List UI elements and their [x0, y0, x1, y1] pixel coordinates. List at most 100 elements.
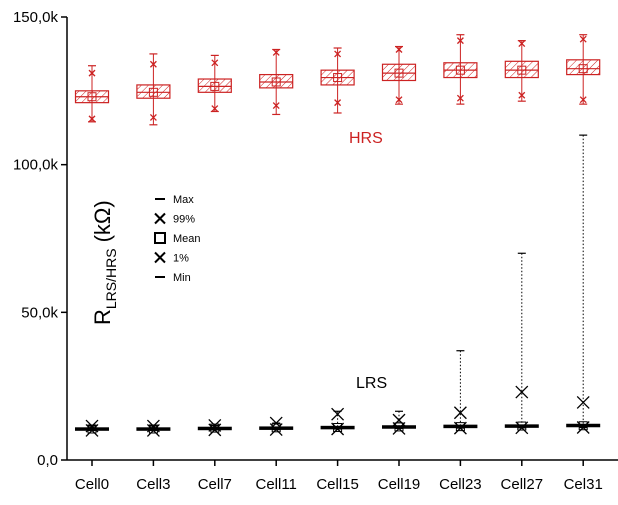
lrs-box-group — [504, 252, 539, 435]
lrs-p99-marker-stroke-b — [331, 407, 345, 421]
hrs-box — [504, 60, 539, 79]
hrs-p1-marker-stroke-b — [456, 94, 464, 102]
lrs-p1-marker-stroke-b — [453, 421, 467, 435]
lrs-p1-marker — [208, 423, 222, 437]
hrs-p1-marker — [518, 91, 526, 99]
lrs-p1-marker — [515, 421, 529, 435]
hrs-p99-marker — [88, 69, 96, 77]
lrs-box-group — [443, 350, 478, 435]
lrs-mean-marker — [87, 424, 97, 434]
lrs-mean-marker — [517, 421, 527, 431]
x-tick-label: Cell11 — [255, 476, 296, 493]
hrs-p99-marker-stroke-b — [518, 40, 526, 48]
hrs-mean-marker — [148, 87, 158, 97]
lrs-p99-marker — [146, 419, 160, 433]
lrs-box-group — [136, 419, 171, 437]
hrs-p1-marker-stroke-b — [518, 91, 526, 99]
hrs-p99-marker-stroke-b — [149, 60, 157, 68]
y-axis-label-main: R — [90, 309, 115, 325]
hrs-p99-marker — [579, 35, 587, 43]
lrs-box-group — [75, 419, 109, 437]
lrs-box-group — [197, 418, 232, 437]
legend-item: Mean — [154, 232, 201, 245]
x-tick-label: Cell3 — [136, 476, 170, 493]
lrs-p99-marker — [331, 407, 345, 421]
legend-cross-symbol-b — [154, 212, 166, 225]
lrs-p99-marker-stroke-b — [208, 418, 222, 432]
hrs-box-group — [197, 54, 232, 113]
hrs-p1-marker-stroke-b — [149, 113, 157, 121]
axes: 0,0 50,0k 100,0k 150,0k Cell0 Cell3 Cell7 Cell1… — [13, 9, 618, 493]
x-tick-label: Cell19 — [378, 476, 421, 493]
hrs-mean-marker — [394, 68, 404, 78]
hrs-mean-marker — [333, 73, 343, 83]
hrs-mean-marker — [455, 65, 465, 75]
x-tick-label: Cell15 — [316, 476, 359, 493]
hrs-p99-marker — [272, 48, 280, 56]
lrs-p1-marker-stroke-b — [85, 424, 99, 437]
hrs-mean-marker — [271, 77, 281, 87]
hrs-box — [197, 78, 232, 93]
lrs-p99-marker — [453, 406, 467, 420]
hrs-p1-marker — [211, 105, 219, 113]
lrs-mean-marker — [394, 422, 404, 432]
hrs-mean-marker — [210, 81, 220, 91]
lrs-mean-marker — [148, 424, 158, 434]
hrs-p99-marker — [211, 59, 219, 67]
legend-cross-symbol-b — [154, 251, 166, 264]
svg-text:RLRS/HRS(kΩ): RLRS/HRS (kΩ) — [90, 200, 119, 325]
hrs-box-group — [381, 45, 417, 105]
hrs-p99-marker-stroke-b — [334, 50, 342, 58]
x-tick-label: Cel31 — [564, 476, 603, 493]
hrs-box-group — [74, 65, 110, 123]
hrs-p99-marker-stroke-b — [579, 35, 587, 43]
hrs-p1-marker-stroke-b — [579, 96, 587, 104]
y-tick-label: 50,0k — [21, 304, 58, 321]
lrs-p99-marker-stroke-b — [85, 419, 99, 433]
lrs-mean-marker — [578, 421, 588, 431]
hrs-p99-marker — [334, 50, 342, 58]
hrs-p99-marker-stroke-b — [395, 46, 403, 53]
legend-item: Min — [155, 272, 191, 284]
hrs-box-group — [443, 34, 478, 105]
hrs-p1-marker — [395, 96, 403, 104]
legend-item: Max — [155, 194, 194, 206]
y-axis-label-subscript: LRS/HRS — [103, 248, 119, 309]
hrs-p1-marker-stroke-b — [88, 115, 96, 123]
series-layer — [74, 34, 601, 437]
legend-item: 1% — [154, 251, 189, 265]
hrs-annotation: HRS — [349, 130, 383, 147]
hrs-box — [259, 73, 294, 89]
hrs-p1-marker-stroke-b — [211, 105, 219, 113]
lrs-p1-marker — [331, 422, 345, 436]
lrs-p1-marker — [576, 421, 590, 434]
lrs-p1-marker — [146, 424, 160, 437]
lrs-p99-marker — [576, 395, 590, 409]
hrs-p99-marker-stroke-b — [88, 69, 96, 77]
lrs-p1-marker — [392, 421, 406, 435]
y-tick-label: 150,0k — [13, 9, 59, 26]
hrs-p99-marker — [149, 60, 157, 68]
x-tick-label: Cell23 — [439, 476, 482, 493]
y-axis-label: RLRS/HRS (kΩ) — [90, 200, 119, 325]
hrs-p1-marker — [334, 99, 342, 107]
lrs-p99-marker — [85, 419, 99, 433]
hrs-box-group — [566, 34, 601, 105]
lrs-p1-marker-stroke-b — [269, 423, 283, 437]
x-tick-label: Cell0 — [75, 476, 109, 493]
legend-label: 1% — [173, 253, 189, 265]
legend-label: Min — [173, 272, 191, 284]
lrs-box-group — [566, 134, 601, 434]
lrs-p1-marker-stroke-b — [576, 421, 590, 434]
hrs-mean-marker — [87, 92, 97, 102]
x-tick-label: Cell27 — [501, 476, 544, 493]
hrs-p1-marker — [88, 115, 96, 123]
lrs-p99-marker — [515, 385, 529, 399]
lrs-p1-marker — [269, 423, 283, 437]
legend-label: Max — [173, 194, 194, 206]
hrs-box-group — [136, 53, 171, 126]
y-axis-label-unit: (kΩ) — [90, 200, 115, 242]
lrs-box-group — [382, 410, 416, 435]
lrs-p1-marker — [85, 424, 99, 437]
